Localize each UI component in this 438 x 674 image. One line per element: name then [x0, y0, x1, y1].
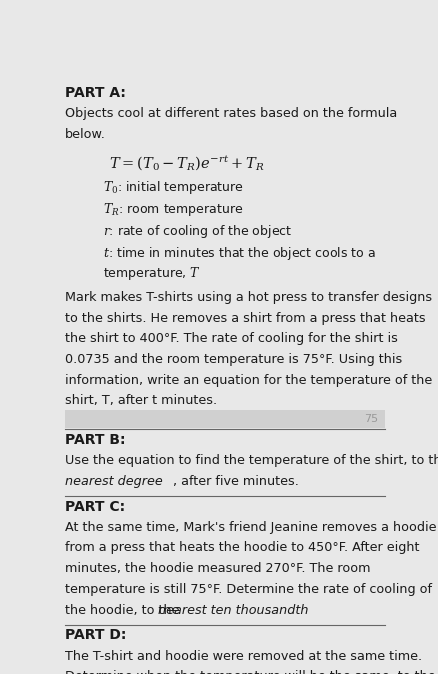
Text: PART A:: PART A:	[65, 86, 126, 100]
Text: The T-shirt and hoodie were removed at the same time.: The T-shirt and hoodie were removed at t…	[65, 650, 421, 663]
Text: information, write an equation for the temperature of the: information, write an equation for the t…	[65, 374, 431, 387]
Text: $T_R$: room temperature: $T_R$: room temperature	[102, 201, 242, 218]
Text: temperature is still 75°F. Determine the rate of cooling of: temperature is still 75°F. Determine the…	[65, 583, 431, 596]
Text: At the same time, Mark's friend Jeanine removes a hoodie: At the same time, Mark's friend Jeanine …	[65, 521, 435, 534]
Text: temperature, $T$: temperature, $T$	[102, 265, 200, 282]
Text: shirt, T, after t minutes.: shirt, T, after t minutes.	[65, 394, 217, 408]
Text: PART C:: PART C:	[65, 499, 125, 514]
Text: Objects cool at different rates based on the formula: Objects cool at different rates based on…	[65, 107, 396, 120]
Text: .: .	[266, 603, 270, 617]
Text: from a press that heats the hoodie to 450°F. After eight: from a press that heats the hoodie to 45…	[65, 541, 419, 555]
Text: the shirt to 400°F. The rate of cooling for the shirt is: the shirt to 400°F. The rate of cooling …	[65, 332, 397, 346]
Text: Use the equation to find the temperature of the shirt, to the: Use the equation to find the temperature…	[65, 454, 438, 467]
Text: Mark makes T-shirts using a hot press to transfer designs: Mark makes T-shirts using a hot press to…	[65, 291, 431, 304]
Text: PART B:: PART B:	[65, 433, 125, 447]
Text: below.: below.	[65, 127, 106, 141]
FancyBboxPatch shape	[65, 410, 384, 428]
Text: nearest ten thousandth: nearest ten thousandth	[157, 603, 307, 617]
Text: PART D:: PART D:	[65, 628, 126, 642]
Text: minutes, the hoodie measured 270°F. The room: minutes, the hoodie measured 270°F. The …	[65, 562, 370, 575]
Text: 75: 75	[363, 414, 377, 424]
Text: $T = (T_0 - T_R)e^{-rt} + T_R$: $T = (T_0 - T_R)e^{-rt} + T_R$	[109, 154, 264, 173]
Text: $T_0$: initial temperature: $T_0$: initial temperature	[102, 179, 243, 195]
Text: the hoodie, to the: the hoodie, to the	[65, 603, 183, 617]
Text: 0.0735 and the room temperature is 75°F. Using this: 0.0735 and the room temperature is 75°F.…	[65, 353, 401, 366]
Text: , after five minutes.: , after five minutes.	[173, 474, 298, 488]
Text: $r$: rate of cooling of the object: $r$: rate of cooling of the object	[102, 222, 291, 239]
Text: Determine when the temperature will be the same, to the: Determine when the temperature will be t…	[65, 670, 434, 674]
Text: to the shirts. He removes a shirt from a press that heats: to the shirts. He removes a shirt from a…	[65, 312, 425, 325]
Text: nearest degree: nearest degree	[65, 474, 162, 488]
Text: $t$: time in minutes that the object cools to a: $t$: time in minutes that the object coo…	[102, 245, 374, 262]
